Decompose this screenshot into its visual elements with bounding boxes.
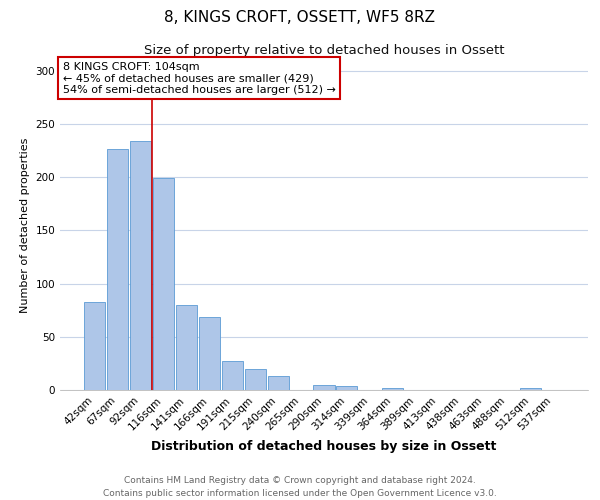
Bar [245, 368, 266, 390]
Bar [199, 316, 220, 390]
Bar [337, 386, 358, 390]
Bar [221, 362, 243, 390]
Bar [382, 388, 403, 390]
Bar [130, 141, 151, 390]
Bar [313, 384, 335, 390]
Text: 8 KINGS CROFT: 104sqm
← 45% of detached houses are smaller (429)
54% of semi-det: 8 KINGS CROFT: 104sqm ← 45% of detached … [62, 62, 335, 95]
Text: 8, KINGS CROFT, OSSETT, WF5 8RZ: 8, KINGS CROFT, OSSETT, WF5 8RZ [164, 10, 436, 25]
Bar [176, 305, 197, 390]
Title: Size of property relative to detached houses in Ossett: Size of property relative to detached ho… [144, 44, 504, 58]
Bar [520, 388, 541, 390]
Bar [107, 150, 128, 390]
Bar [268, 376, 289, 390]
Bar [153, 178, 174, 390]
Bar [84, 302, 105, 390]
X-axis label: Distribution of detached houses by size in Ossett: Distribution of detached houses by size … [151, 440, 497, 453]
Text: Contains HM Land Registry data © Crown copyright and database right 2024.
Contai: Contains HM Land Registry data © Crown c… [103, 476, 497, 498]
Y-axis label: Number of detached properties: Number of detached properties [20, 138, 30, 312]
